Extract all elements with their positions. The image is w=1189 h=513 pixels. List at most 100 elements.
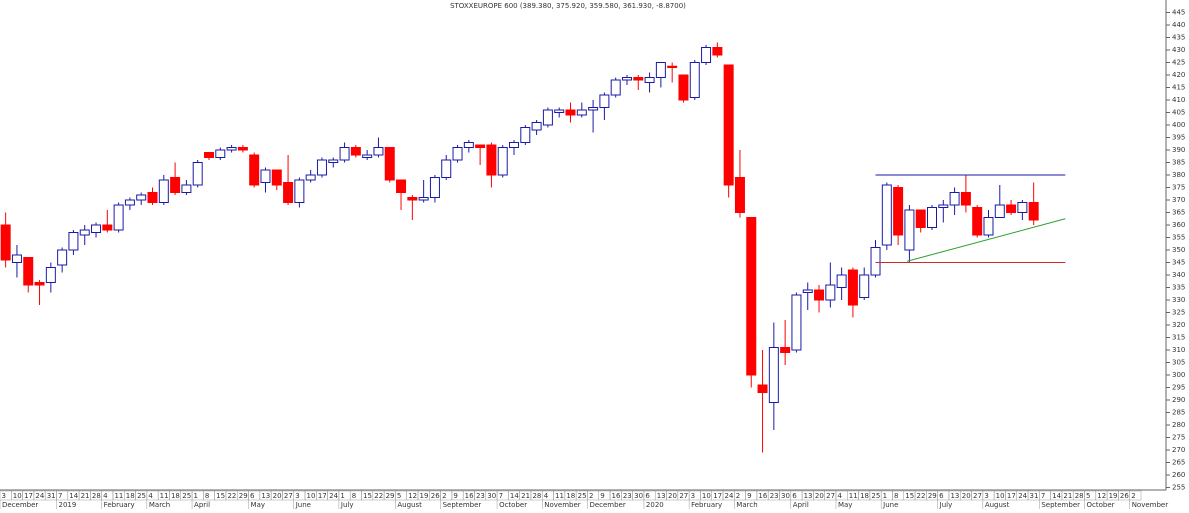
y-tick-label: 280 (1172, 421, 1185, 429)
x-tick-label: 13 (261, 492, 270, 500)
x-tick-label: 22 (917, 492, 926, 500)
candle-body (531, 122, 542, 131)
y-tick-label: 265 (1172, 459, 1185, 467)
candle-body (836, 274, 847, 288)
x-tick-label: 24 (329, 492, 338, 500)
candle-body (960, 192, 971, 206)
x-tick-label: 25 (578, 492, 587, 500)
y-tick-label: 395 (1172, 134, 1185, 142)
x-tick-label: 12 (1097, 492, 1106, 500)
month-label: November (544, 501, 581, 509)
x-tick-label: 10 (702, 492, 711, 500)
candle-body (260, 169, 271, 183)
candle-body (350, 147, 361, 156)
x-tick-label: 27 (826, 492, 835, 500)
x-tick-label: 4 (544, 492, 549, 500)
x-tick-label: 7 (1041, 492, 1045, 500)
candle-body (746, 217, 757, 376)
candle-body (576, 109, 587, 116)
candle-body (170, 177, 181, 193)
x-tick-label: 21 (1063, 492, 1072, 500)
x-tick-label: 1 (883, 492, 887, 500)
candle-body (452, 147, 463, 161)
candle-body (23, 257, 34, 286)
candle-body (791, 294, 802, 351)
candle-body (249, 154, 260, 186)
y-tick-label: 340 (1172, 271, 1185, 279)
candle-body (237, 147, 248, 151)
candle-body (610, 79, 621, 96)
x-tick-label: 7 (499, 492, 503, 500)
candle-body (780, 347, 791, 353)
candle-body (701, 47, 712, 63)
x-tick-label: 24 (1018, 492, 1027, 500)
candle-body (79, 229, 90, 236)
candle-body (396, 179, 407, 193)
x-tick-label: 4 (148, 492, 153, 500)
candle-body (554, 109, 565, 113)
x-tick-label: 24 (35, 492, 44, 500)
x-tick-label: 29 (239, 492, 248, 500)
candle-body (475, 144, 486, 148)
x-tick-label: 18 (171, 492, 180, 500)
x-tick-label: 10 (996, 492, 1005, 500)
candle-body (621, 77, 632, 81)
candle-body (0, 224, 11, 261)
x-tick-label: 4 (103, 492, 108, 500)
x-tick-label: 27 (284, 492, 293, 500)
x-tick-label: 22 (374, 492, 383, 500)
month-label: February (691, 501, 722, 509)
candle-body (486, 144, 497, 176)
y-tick-label: 345 (1172, 259, 1185, 267)
month-label: June (295, 501, 311, 509)
y-tick-label: 295 (1172, 384, 1185, 392)
x-tick-label: 5 (397, 492, 401, 500)
candle-body (226, 147, 237, 151)
candle-body (203, 152, 214, 158)
candle-body (927, 207, 938, 228)
candle-body (689, 62, 700, 98)
x-tick-label: 3 (984, 492, 988, 500)
candle-body (362, 154, 373, 158)
x-tick-label: 15 (216, 492, 225, 500)
month-label: August (397, 501, 422, 509)
candle-body (847, 269, 858, 306)
candle-body (497, 147, 508, 176)
x-tick-label: 30 (487, 492, 496, 500)
candle-body (418, 197, 429, 201)
month-label: September (443, 501, 482, 509)
x-tick-label: 2 (442, 492, 446, 500)
candle-body (893, 187, 904, 236)
month-label: 2020 (646, 501, 664, 509)
candle-body (11, 254, 22, 263)
x-tick-label: 23 (770, 492, 779, 500)
x-tick-label: 26 (1120, 492, 1129, 500)
x-tick-label: 3 (295, 492, 299, 500)
x-tick-label: 20 (815, 492, 824, 500)
candle-body (136, 194, 147, 201)
y-tick-label: 380 (1172, 171, 1185, 179)
x-tick-label: 19 (419, 492, 428, 500)
y-tick-label: 305 (1172, 359, 1185, 367)
candle-body (949, 192, 960, 206)
candle-body (633, 77, 644, 81)
candle-body (655, 62, 666, 78)
x-tick-label: 27 (679, 492, 688, 500)
candle-body (667, 65, 678, 68)
y-tick-label: 255 (1172, 484, 1185, 492)
x-tick-label: 17 (24, 492, 33, 500)
y-tick-label: 370 (1172, 196, 1185, 204)
month-label: July (939, 501, 953, 509)
x-tick-label: 11 (555, 492, 564, 500)
x-tick-label: 8 (205, 492, 209, 500)
x-tick-label: 14 (1052, 492, 1061, 500)
x-tick-label: 14 (69, 492, 78, 500)
candle-body (328, 159, 339, 163)
candle-body (441, 159, 452, 178)
x-tick-label: 14 (510, 492, 519, 500)
y-tick-label: 425 (1172, 59, 1185, 67)
candle-body (757, 384, 768, 393)
candle-body (983, 217, 994, 236)
x-tick-label: 3 (2, 492, 6, 500)
candle-body (102, 224, 113, 231)
